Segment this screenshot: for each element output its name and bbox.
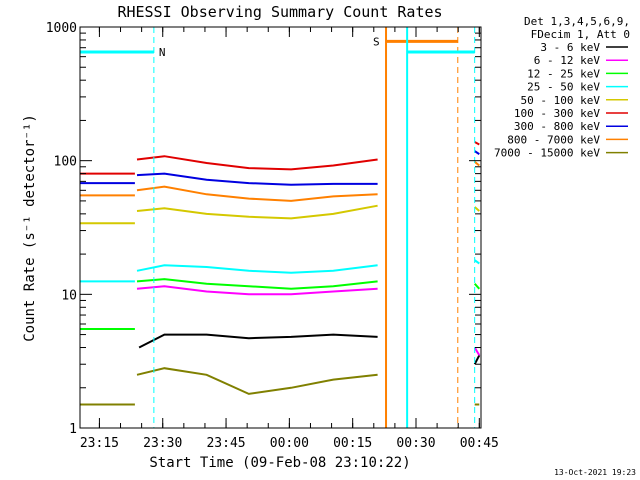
legend-label-3-6-kev: 3 - 6 keV [540, 41, 600, 54]
series-3-6-kev [138, 333, 481, 365]
series-line-segment [473, 354, 481, 365]
series-line-segment [136, 278, 378, 290]
series-6-12-kev [136, 285, 481, 356]
series-50-100-kev [80, 204, 480, 225]
legend-header-line-1: Det 1,3,4,5,6,9, [524, 15, 630, 28]
series-line-segment [474, 161, 480, 167]
legend-label-50-100-kev: 50 - 100 keV [521, 94, 601, 107]
legend-label-6-12-kev: 6 - 12 keV [534, 54, 601, 67]
series-line-segment [473, 283, 481, 290]
x-axis: 23:15 23:30 23:45 00:00 00:15 00:30 00:45 [80, 27, 499, 451]
x-axis-label: Start Time (09-Feb-08 23:10:22) [149, 455, 410, 471]
footer-timestamp: 13-Oct-2021 19:23 [554, 468, 636, 477]
x-tick-label: 00:30 [396, 436, 435, 451]
x-tick-label: 00:45 [460, 436, 499, 451]
series-300-800-kev [80, 150, 480, 186]
y-tick-label: 10 [61, 288, 77, 303]
series-line-segment [136, 185, 378, 202]
y-tick-label: 100 [54, 155, 77, 170]
series-line-segment [136, 367, 378, 395]
series-line-segment [136, 172, 378, 186]
series-100-300-kev [80, 141, 480, 175]
legend-label-800-7000-kev: 800 - 7000 keV [507, 133, 600, 146]
series-line-segment [136, 155, 378, 171]
series-line-segment [474, 206, 480, 212]
y-tick-label: 1000 [46, 21, 77, 36]
series-layer [80, 141, 481, 406]
annotation-night: N [80, 27, 165, 428]
series-line-segment [136, 264, 378, 274]
legend-label-100-300-kev: 100 - 300 keV [514, 107, 600, 120]
x-tick-label: 00:15 [333, 436, 372, 451]
x-tick-label: 23:15 [80, 436, 119, 451]
y-axis-label: Count Rate (s⁻¹ detector⁻¹) [22, 114, 38, 342]
chart-title: RHESSI Observing Summary Count Rates [117, 3, 442, 21]
series-12-25-kev [80, 278, 481, 330]
x-tick-label: 23:45 [206, 436, 245, 451]
legend-label-25-50-kev: 25 - 50 keV [527, 81, 600, 94]
series-line-segment [474, 150, 480, 155]
legend: Det 1,3,4,5,6,9, FDecim 1, Att 0 3 - 6 k… [494, 15, 630, 160]
plot-frame [79, 26, 482, 429]
annotation-label: N [159, 46, 166, 59]
series-800-7000-kev [80, 161, 480, 202]
series-line-segment [473, 346, 481, 356]
annotation-night [406, 27, 476, 428]
x-tick-label: 23:30 [143, 436, 182, 451]
legend-label-12-25-kev: 12 - 25 keV [527, 67, 600, 80]
series-line-segment [474, 259, 480, 265]
series-line-segment [474, 141, 480, 146]
series-line-segment [136, 285, 378, 296]
series-line-segment [138, 333, 378, 349]
legend-header-line-2: FDecim 1, Att 0 [531, 28, 630, 41]
legend-label-7000-15000-kev: 7000 - 15000 keV [494, 147, 600, 160]
series-7000-15000-kev [80, 367, 480, 406]
annotation-label: S [373, 35, 380, 48]
x-tick-label: 00:00 [270, 436, 309, 451]
series-line-segment [136, 204, 378, 220]
y-axis: 1 10 100 1000 [46, 21, 481, 437]
series-25-50-kev [80, 259, 480, 283]
legend-label-300-800-kev: 300 - 800 keV [514, 120, 600, 133]
annotation-saa: S [373, 27, 459, 428]
annotation-layer: NS [80, 27, 476, 428]
y-tick-label: 1 [69, 422, 77, 437]
